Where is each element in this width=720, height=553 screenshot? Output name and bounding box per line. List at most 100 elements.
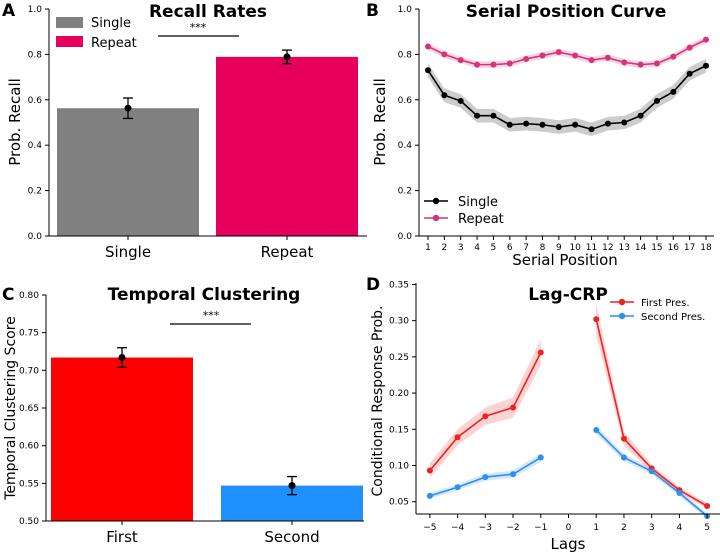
point-first-pres: [704, 503, 711, 510]
point-repeat: [637, 61, 644, 68]
point-single: [621, 119, 628, 126]
y-tick-label: 0.0: [28, 232, 43, 242]
point-first-pres: [510, 404, 517, 411]
point-repeat: [703, 36, 709, 43]
x-tick-label: 5: [491, 243, 497, 253]
point-repeat: [506, 60, 513, 67]
y-tick-label: 0.80: [19, 291, 39, 301]
y-axis-label: Prob. Recall: [371, 78, 389, 166]
mean-point: [118, 354, 126, 362]
error-band-first-pres: [429, 339, 541, 478]
chart-title: Temporal Clustering: [108, 285, 301, 305]
legend-label-repeat: Repeat: [458, 212, 504, 227]
point-first-pres: [482, 413, 489, 420]
point-repeat: [425, 43, 431, 50]
point-repeat: [539, 52, 546, 59]
y-axis-label: Temporal Clustering Score: [3, 316, 19, 501]
point-single: [637, 112, 644, 119]
x-tick-label: −2: [506, 523, 519, 533]
point-first-pres: [426, 467, 433, 474]
point-repeat: [490, 61, 497, 68]
y-tick-label: 0.2: [398, 187, 412, 197]
point-second-pres: [620, 454, 627, 461]
y-tick-label: 0.30: [389, 317, 409, 327]
y-tick-label: 0.75: [19, 329, 39, 339]
error-band-first-pres: [596, 303, 708, 509]
point-single: [555, 124, 562, 131]
point-single: [490, 112, 497, 119]
x-tick-label: 14: [635, 243, 647, 253]
x-tick-label: 3: [458, 243, 464, 253]
y-tick-label: 0.8: [398, 50, 413, 60]
chart-title: Serial Position Curve: [466, 2, 667, 22]
point-second-pres: [593, 427, 600, 433]
series-line-first-pres: [595, 319, 708, 507]
legend: Single Repeat: [424, 195, 504, 227]
significance-label: ***: [203, 309, 220, 322]
y-tick-label: 0.8: [28, 50, 43, 60]
bar-first: [51, 357, 193, 521]
legend-label-first: First Pres.: [641, 298, 690, 309]
x-tick-label: 1: [593, 523, 599, 533]
y-tick-label: 0.60: [19, 442, 39, 452]
x-tick-label: −3: [479, 523, 492, 533]
y-tick-label: 0.6: [398, 96, 413, 106]
panel-letter-a: A: [2, 1, 16, 21]
point-single: [425, 67, 431, 74]
y-tick-label: 0.2: [28, 187, 42, 197]
x-tick-label: 18: [700, 243, 712, 253]
y-tick-label: 0.4: [28, 141, 43, 151]
x-tick-label: 16: [668, 243, 680, 253]
point-single: [441, 92, 448, 99]
y-tick-label: 0.55: [19, 479, 39, 489]
legend-marker-single: [432, 197, 440, 205]
x-tick-label: Repeat: [261, 243, 314, 261]
panel-letter-b: B: [366, 1, 379, 21]
legend-label-repeat: Repeat: [91, 36, 137, 51]
series-line-single: [427, 65, 707, 131]
y-tick-label: 1.0: [398, 5, 413, 15]
point-repeat: [572, 52, 579, 59]
mean-point: [124, 104, 132, 112]
x-tick-label: 7: [523, 243, 529, 253]
legend-marker-second: [618, 312, 626, 320]
y-tick-label: 0.4: [398, 141, 413, 151]
point-first-pres: [454, 434, 461, 441]
panel-letter-d: D: [366, 275, 380, 295]
x-tick-label: 1: [425, 243, 431, 253]
point-second-pres: [537, 454, 544, 461]
point-repeat: [653, 60, 660, 67]
x-tick-label: 6: [507, 243, 513, 253]
y-tick-label: 0.6: [28, 96, 43, 106]
legend: First Pres. Second Pres.: [610, 298, 705, 323]
point-single: [703, 62, 709, 69]
point-second-pres: [426, 492, 433, 499]
legend: Single Repeat: [56, 16, 137, 51]
x-axis-label: Lags: [551, 535, 586, 553]
point-repeat: [621, 59, 628, 66]
y-tick-label: 0.35: [389, 280, 409, 290]
point-single: [588, 126, 595, 133]
x-tick-label: −4: [451, 523, 465, 533]
y-tick-label: 1.0: [28, 5, 43, 15]
mean-point: [288, 482, 296, 490]
legend-marker-first: [618, 298, 626, 306]
x-tick-label: 17: [684, 243, 695, 253]
panel-lag-crp: Lag-CRP Conditional Response Prob. Lags …: [370, 280, 720, 553]
x-tick-label: 8: [540, 243, 546, 253]
x-tick-label: 13: [619, 243, 630, 253]
x-tick-label: 15: [651, 243, 662, 253]
point-first-pres: [620, 435, 627, 442]
x-axis-label: Serial Position: [512, 251, 618, 269]
bar-single: [57, 108, 199, 236]
point-repeat: [555, 49, 562, 56]
y-tick-label: 0.20: [389, 389, 409, 399]
x-tick-label: Second: [264, 528, 319, 546]
x-tick-label: 4: [474, 243, 480, 253]
point-single: [686, 70, 693, 77]
y-axis-label: Prob. Recall: [6, 78, 24, 166]
point-single: [506, 121, 513, 128]
chart-title: Lag-CRP: [528, 285, 608, 305]
x-tick-label: −5: [423, 523, 436, 533]
